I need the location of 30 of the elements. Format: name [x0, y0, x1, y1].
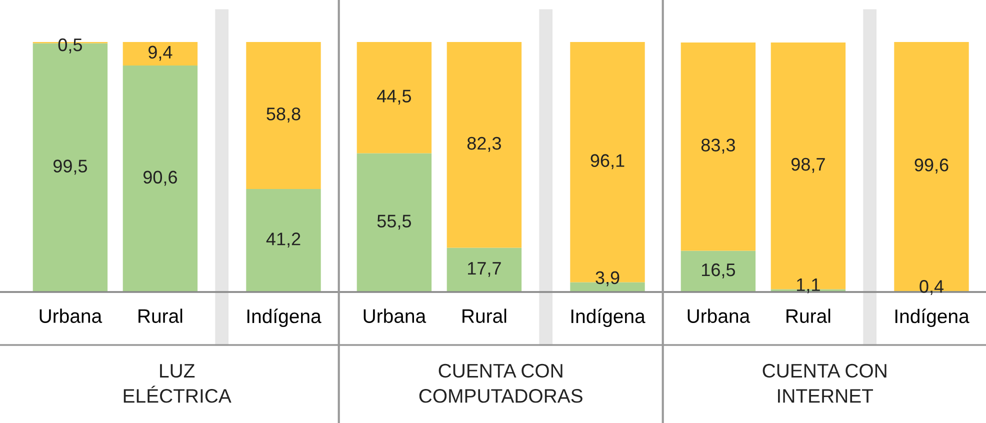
data-label: 99,6	[914, 158, 948, 174]
data-label: 55,5	[377, 214, 412, 230]
x-tick-label: Rural	[462, 308, 506, 323]
x-tick-label: Urbana	[40, 308, 102, 323]
data-label: 0,4	[920, 280, 944, 295]
text: LUZ ELÉCTRICA	[124, 364, 232, 403]
x-tick-label: Rural	[786, 308, 830, 323]
data-label: 44,5	[377, 90, 412, 105]
data-label: 41,2	[266, 232, 300, 248]
data-label: 9,4	[148, 46, 172, 61]
data-label: 98,7	[791, 158, 825, 173]
text: CUENTA CON INTERNET	[762, 364, 886, 403]
x-tick-label: Rural	[138, 308, 182, 323]
x-tick-label: Indígena	[895, 308, 970, 328]
data-label: 82,3	[467, 136, 501, 152]
data-label: 99,5	[53, 160, 88, 175]
x-tick-label: Urbana	[688, 308, 750, 323]
x-tick-label: Indígena	[571, 308, 646, 328]
data-label: 58,8	[266, 108, 300, 122]
x-tick-label: Urbana	[364, 308, 426, 323]
data-label: 90,6	[143, 170, 177, 186]
data-label: 0,5	[58, 38, 82, 54]
x-tick-label: Indígena	[247, 308, 322, 328]
text: CUENTA CON COMPUTADORAS	[419, 364, 582, 403]
data-label: 83,3	[701, 138, 735, 154]
data-label: 96,1	[590, 154, 624, 170]
data-label: 3,9	[596, 271, 620, 286]
data-label: 17,7	[468, 262, 501, 277]
data-label: 16,5	[702, 263, 736, 278]
data-label: 1,1	[797, 278, 820, 294]
